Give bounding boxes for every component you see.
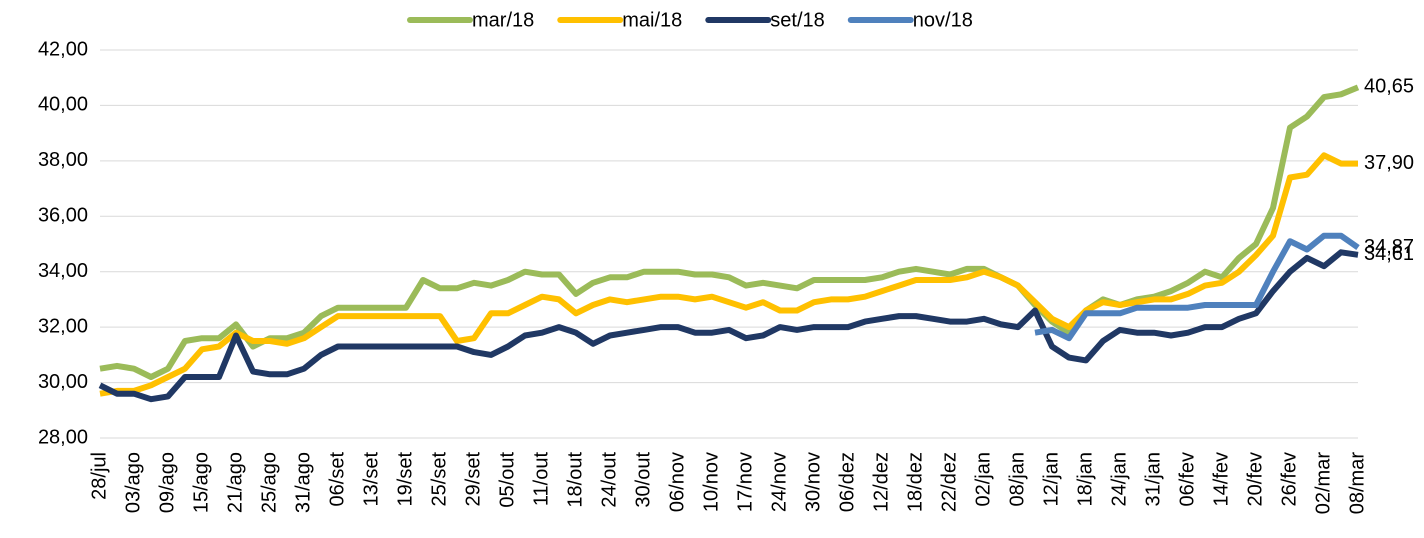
y-tick-label: 32,00 bbox=[38, 315, 88, 337]
x-tick-label: 15/ago bbox=[190, 452, 212, 513]
x-tick-label: 18/dez bbox=[904, 452, 926, 512]
x-tick-label: 14/fev bbox=[1210, 452, 1232, 506]
x-tick-label: 18/jan bbox=[1074, 452, 1096, 507]
y-tick-label: 34,00 bbox=[38, 260, 88, 282]
series-line bbox=[98, 249, 1359, 403]
x-tick-label: 18/out bbox=[564, 452, 586, 508]
x-tick-label: 31/ago bbox=[292, 452, 314, 513]
x-tick-label: 29/set bbox=[462, 452, 484, 507]
x-tick-label: 24/jan bbox=[1108, 452, 1130, 507]
x-tick-label: 08/mar bbox=[1346, 452, 1368, 515]
y-tick-label: 36,00 bbox=[38, 205, 88, 227]
data-label: 40,65 bbox=[1364, 76, 1414, 98]
y-tick-label: 42,00 bbox=[38, 38, 88, 60]
x-tick-label: 12/jan bbox=[1040, 452, 1062, 507]
x-tick-label: 12/dez bbox=[870, 452, 892, 512]
x-tick-label: 05/out bbox=[496, 452, 518, 508]
legend-label: mar/18 bbox=[472, 9, 534, 31]
series-line bbox=[1034, 232, 1360, 342]
x-tick-label: 24/out bbox=[598, 452, 620, 508]
y-tick-label: 30,00 bbox=[38, 371, 88, 393]
x-tick-label: 06/fev bbox=[1176, 452, 1198, 506]
y-tick-label: 28,00 bbox=[38, 426, 88, 448]
x-tick-label: 06/nov bbox=[666, 452, 688, 512]
y-tick-label: 40,00 bbox=[38, 94, 88, 116]
x-tick-label: 22/dez bbox=[938, 452, 960, 512]
x-tick-label: 02/mar bbox=[1312, 452, 1334, 515]
series-line bbox=[99, 152, 1358, 397]
x-tick-label: 26/fev bbox=[1278, 452, 1300, 506]
x-tick-label: 30/out bbox=[632, 452, 654, 508]
x-tick-label: 10/nov bbox=[700, 452, 722, 512]
x-tick-label: 24/nov bbox=[768, 452, 790, 512]
x-tick-label: 20/fev bbox=[1244, 452, 1266, 506]
x-tick-label: 30/nov bbox=[802, 452, 824, 512]
x-tick-label: 31/jan bbox=[1142, 452, 1164, 507]
legend-label: nov/18 bbox=[913, 9, 973, 31]
x-tick-label: 13/set bbox=[360, 452, 382, 507]
x-tick-label: 06/dez bbox=[836, 452, 858, 512]
data-label: 34,87 bbox=[1364, 236, 1414, 258]
data-label: 37,90 bbox=[1364, 152, 1414, 174]
x-tick-label: 09/ago bbox=[156, 452, 178, 513]
legend-label: mai/18 bbox=[622, 9, 682, 31]
x-tick-label: 25/set bbox=[428, 452, 450, 507]
data-label: 34,61 bbox=[1364, 243, 1414, 265]
y-tick-label: 38,00 bbox=[38, 149, 88, 171]
x-tick-label: 25/ago bbox=[258, 452, 280, 513]
x-tick-label: 21/ago bbox=[224, 452, 246, 513]
x-tick-label: 08/jan bbox=[1006, 452, 1028, 507]
x-tick-label: 19/set bbox=[394, 452, 416, 507]
x-tick-label: 28/jul bbox=[88, 452, 110, 500]
x-tick-label: 02/jan bbox=[972, 452, 994, 507]
legend-label: set/18 bbox=[770, 9, 824, 31]
x-tick-label: 11/out bbox=[530, 452, 552, 507]
x-tick-label: 03/ago bbox=[122, 452, 144, 513]
x-tick-label: 17/nov bbox=[734, 452, 756, 512]
x-tick-label: 06/set bbox=[326, 452, 348, 507]
